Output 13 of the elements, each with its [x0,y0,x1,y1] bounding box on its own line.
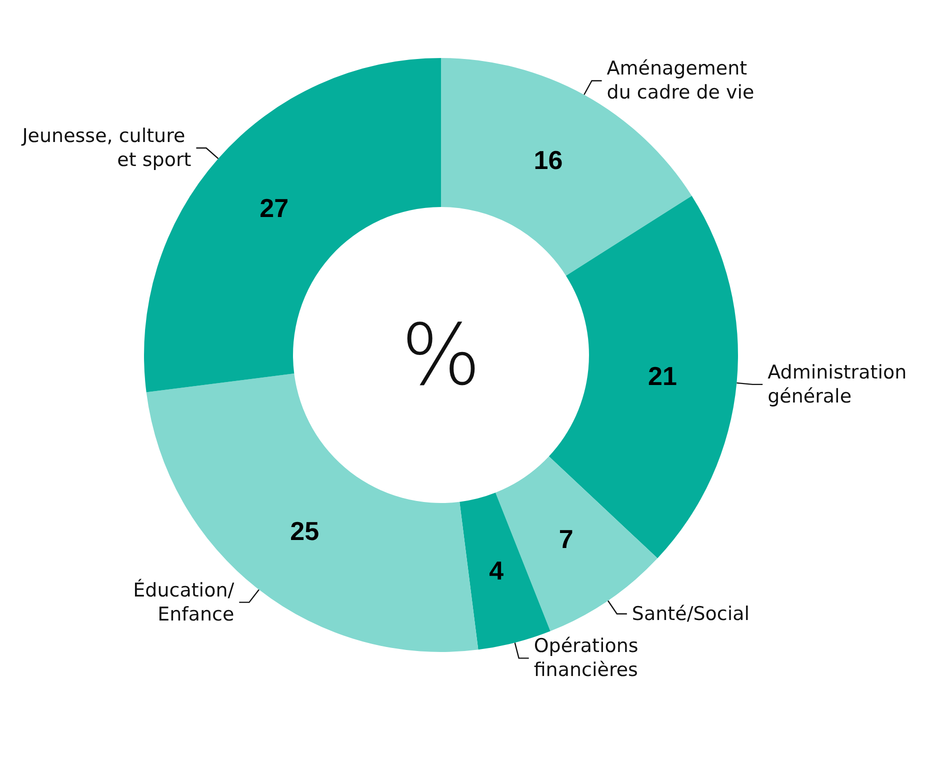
data-label: 21 [648,360,677,391]
text: % [401,306,481,404]
slice-label: Santé/Social [632,602,750,625]
data-label: 7 [558,524,574,554]
slice-label: Éducation/Enfance [133,578,235,626]
data-label: 4 [489,556,504,586]
data-label: 27 [260,192,289,223]
data-label: 16 [534,145,563,176]
slice-label: Aménagement du cadre de vie [606,58,754,104]
slice-label: Opérations financières [534,635,644,682]
data-label: 25 [290,516,320,546]
slice-label: Administration générale [768,361,913,408]
slice-label: Jeunesse, culture et sport [21,125,192,172]
